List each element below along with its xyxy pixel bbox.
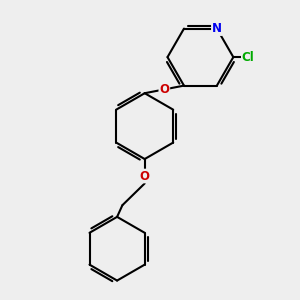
Text: N: N bbox=[212, 22, 222, 35]
Text: O: O bbox=[159, 83, 169, 96]
Text: O: O bbox=[140, 169, 150, 182]
Text: Cl: Cl bbox=[242, 51, 255, 64]
